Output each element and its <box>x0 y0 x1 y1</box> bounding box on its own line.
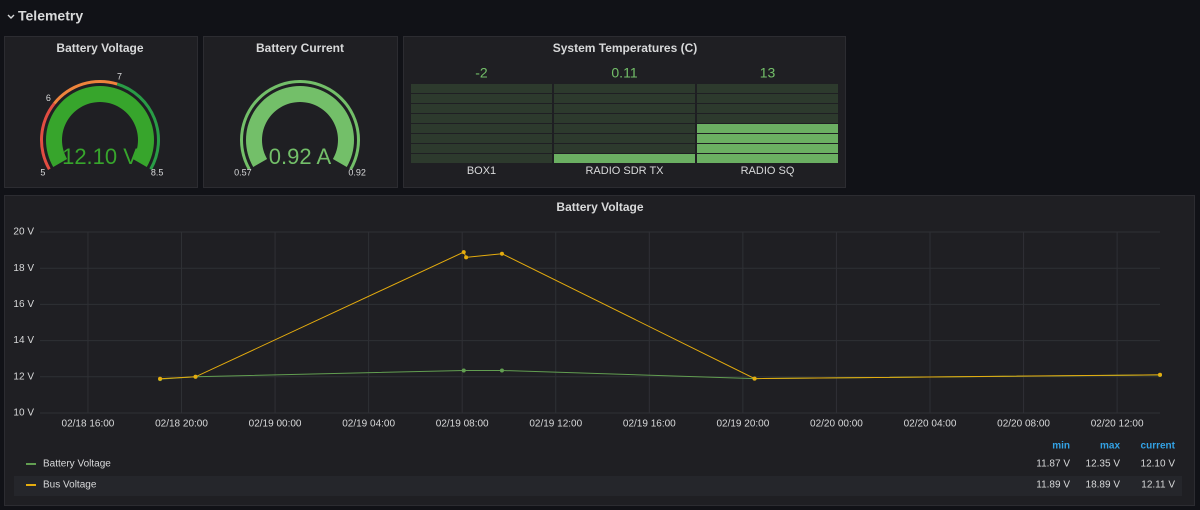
bar-label: BOX1 <box>467 165 496 177</box>
y-tick-label: 16 V <box>13 299 34 310</box>
legend-stat: 11.89 V <box>1036 480 1070 491</box>
panel <box>203 36 398 188</box>
bar-segment <box>697 84 838 93</box>
bar-gauge <box>697 84 838 163</box>
bar-segment <box>554 94 695 103</box>
point <box>461 250 466 255</box>
x-tick-label: 02/19 20:00 <box>716 419 769 430</box>
legend-label: Battery Voltage <box>43 459 111 470</box>
bar-label: RADIO SDR TX <box>585 165 664 177</box>
y-tick-label: 18 V <box>13 263 34 274</box>
bar-gauge <box>554 84 695 163</box>
x-tick-label: 02/20 12:00 <box>1091 419 1144 430</box>
y-tick-label: 12 V <box>13 371 34 382</box>
panel-title: Battery Current <box>256 41 344 55</box>
y-tick-label: 14 V <box>13 335 34 346</box>
gauge-threshold <box>40 102 56 170</box>
panel-title: Battery Voltage <box>556 200 643 214</box>
gauge-value: 12.10 V <box>62 144 138 169</box>
panel-title: Battery Voltage <box>56 41 143 55</box>
gauge-tick-label: 0.92 <box>348 167 366 177</box>
gauge-tick-label: 8.5 <box>151 167 164 177</box>
point <box>158 376 163 381</box>
bar-segment <box>411 114 552 123</box>
x-tick-label: 02/20 08:00 <box>997 419 1050 430</box>
legend-label: Bus Voltage <box>43 480 97 491</box>
bar-segment <box>411 94 552 103</box>
gauge-threshold <box>53 80 118 105</box>
legend-stat: 12.35 V <box>1086 459 1121 470</box>
gauge-value-arc <box>46 86 154 167</box>
y-tick-label: 20 V <box>13 227 34 238</box>
bar-segment <box>697 154 838 163</box>
x-tick-label: 02/19 12:00 <box>529 419 582 430</box>
point <box>752 376 757 381</box>
bar-segment <box>554 124 695 133</box>
bar-label: RADIO SQ <box>741 165 795 177</box>
bar-segment <box>411 154 552 163</box>
bar-segment <box>697 144 838 153</box>
x-tick-label: 02/19 08:00 <box>436 419 489 430</box>
point <box>461 368 466 373</box>
point <box>193 374 198 379</box>
gauge-value-arc <box>246 86 354 167</box>
legend-stat: 12.11 V <box>1141 480 1175 491</box>
gauge-tick-label: 0.57 <box>234 167 252 177</box>
bar-segment <box>411 84 552 93</box>
bar-segment <box>411 124 552 133</box>
gauge-value: 0.92 A <box>269 144 332 169</box>
bar-value: -2 <box>475 65 488 81</box>
bar-segment <box>554 134 695 143</box>
x-tick-label: 02/19 04:00 <box>342 419 395 430</box>
bar-segment <box>697 114 838 123</box>
legend-header: min <box>1052 441 1070 452</box>
x-tick-label: 02/20 04:00 <box>904 419 957 430</box>
legend-header: current <box>1141 441 1176 452</box>
point <box>499 251 504 256</box>
x-tick-label: 02/20 00:00 <box>810 419 863 430</box>
legend-stat: 11.87 V <box>1036 459 1070 470</box>
bar-segment <box>411 104 552 113</box>
legend-row-highlight <box>14 476 1182 496</box>
bar-segment <box>411 144 552 153</box>
bar-value: 13 <box>760 65 776 81</box>
row-title[interactable]: Telemetry <box>18 8 83 24</box>
row-chevron[interactable] <box>7 14 15 19</box>
panel <box>4 195 1195 506</box>
panel <box>4 36 198 188</box>
point <box>1158 372 1162 377</box>
gauge-tick-label: 5 <box>40 167 45 177</box>
bar-segment <box>554 114 695 123</box>
legend-stat: 12.10 V <box>1141 459 1176 470</box>
bar-segment <box>554 154 695 163</box>
y-tick-label: 10 V <box>13 408 34 419</box>
bar-segment <box>554 84 695 93</box>
legend-stat: 18.89 V <box>1086 480 1121 491</box>
x-tick-label: 02/19 16:00 <box>623 419 676 430</box>
bar-gauge <box>411 84 552 163</box>
bar-value: 0.11 <box>611 65 637 81</box>
legend-header: max <box>1100 441 1120 452</box>
gauge-tick-label: 6 <box>46 93 51 103</box>
x-tick-label: 02/18 16:00 <box>62 419 115 430</box>
bar-segment <box>697 124 838 133</box>
bar-segment <box>697 104 838 113</box>
bar-segment <box>697 94 838 103</box>
bar-segment <box>554 104 695 113</box>
bar-segment <box>554 144 695 153</box>
bar-segment <box>697 134 838 143</box>
panel-title: System Temperatures (C) <box>553 41 698 55</box>
gauge-threshold <box>116 82 160 170</box>
x-tick-label: 02/19 00:00 <box>249 419 302 430</box>
point <box>464 255 469 260</box>
gauge-tick-label: 7 <box>117 71 122 81</box>
x-tick-label: 02/18 20:00 <box>155 419 208 430</box>
bar-segment <box>411 134 552 143</box>
point <box>499 368 504 373</box>
